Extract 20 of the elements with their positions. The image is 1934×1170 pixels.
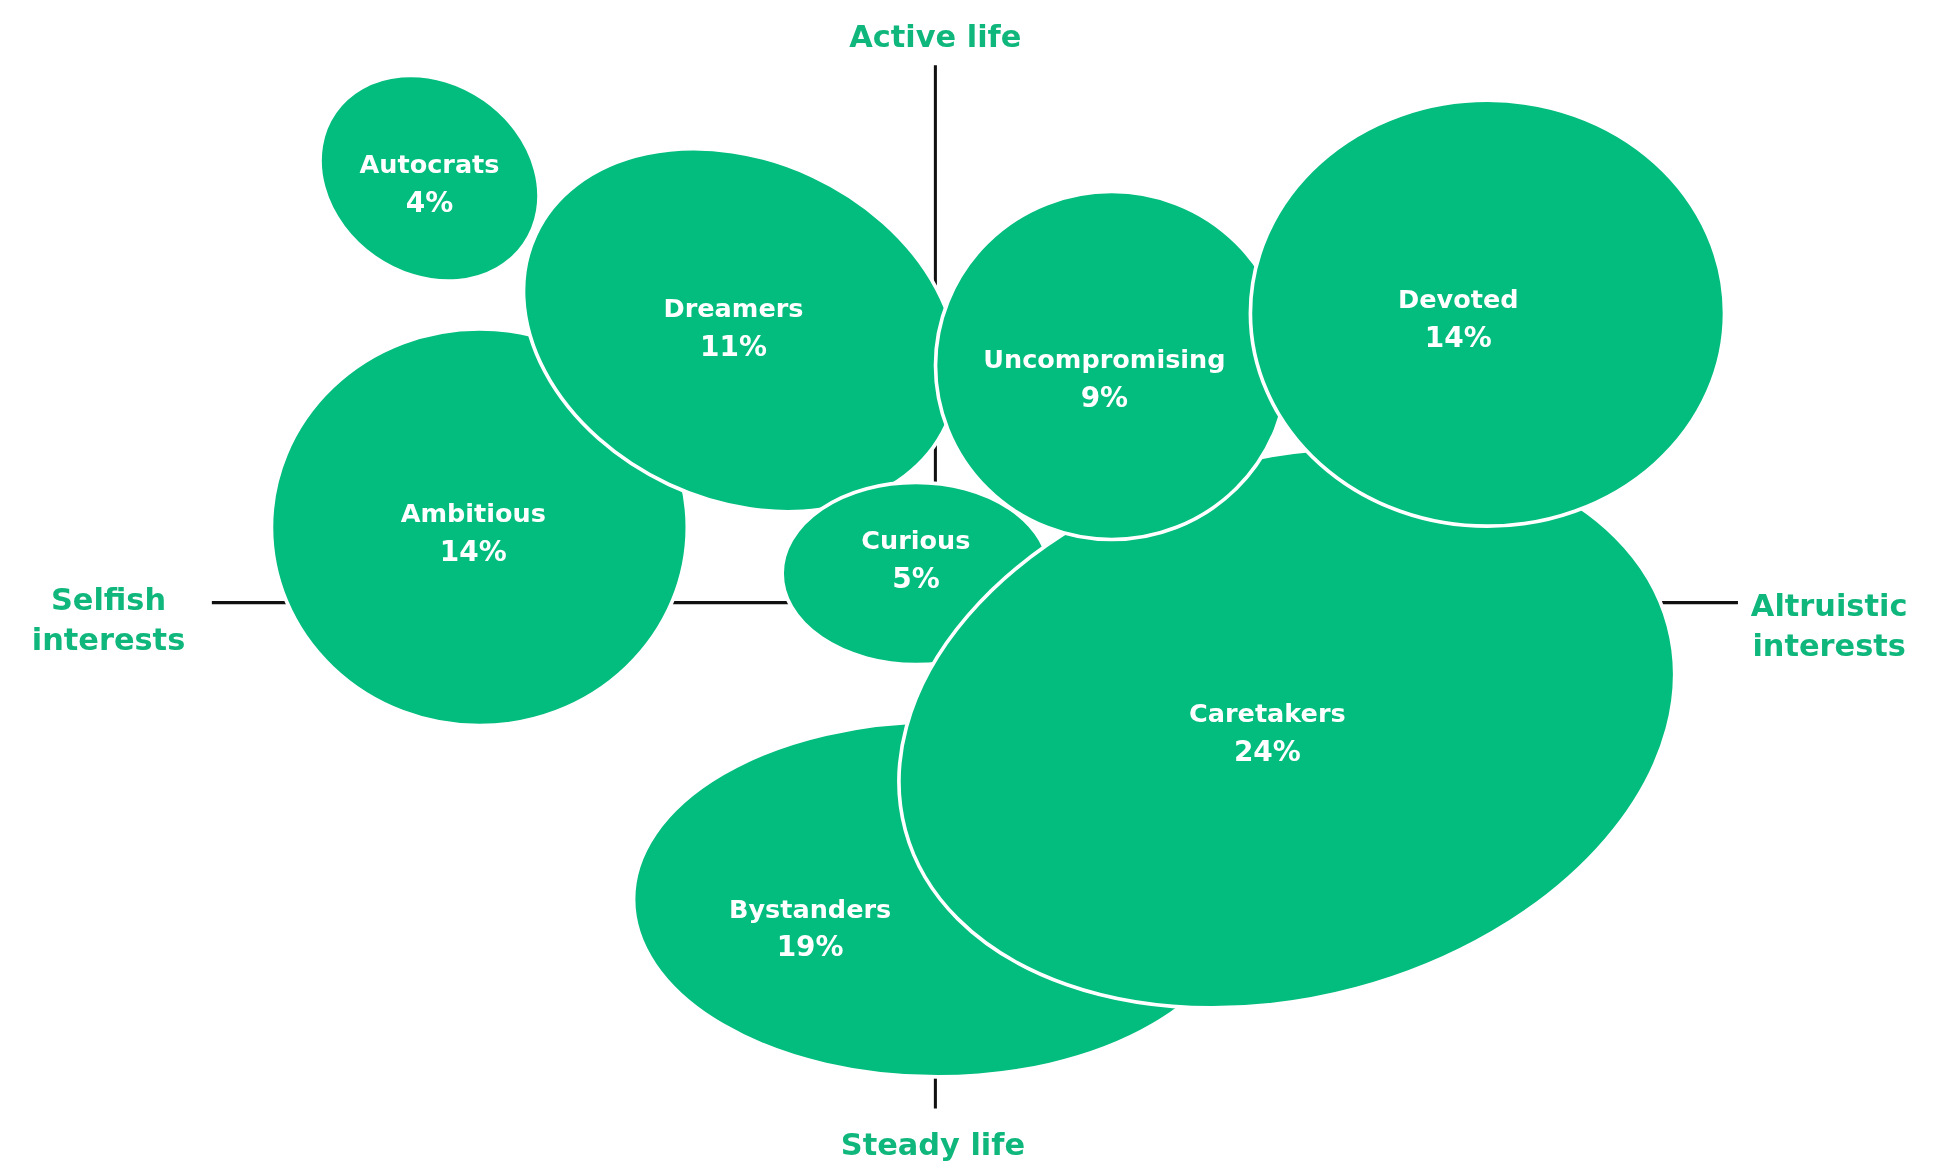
category-label: Caretakers [1189,697,1346,728]
text: Active life [849,18,1022,54]
data-label: 14% [1424,321,1492,355]
data-label: 4% [405,186,454,220]
data-label: 5% [892,562,940,596]
category-label: Uncompromising [983,343,1226,374]
category-label: Curious [861,525,971,556]
text: Selfish interests [31,581,186,658]
text: Steady life [840,1126,1026,1162]
category-label: Bystanders [729,893,892,924]
category-label: Devoted [1398,284,1519,315]
data-label: 14% [439,535,507,569]
data-label: 19% [776,930,844,964]
data-label: 9% [1080,380,1129,414]
category-label: Dreamers [663,292,804,323]
category-label: Ambitious [400,498,546,529]
text: Altruistic interests [1750,588,1908,664]
category-label: Autocrats [359,149,500,180]
data-label: 24% [1233,734,1301,768]
data-label: 11% [700,329,767,363]
